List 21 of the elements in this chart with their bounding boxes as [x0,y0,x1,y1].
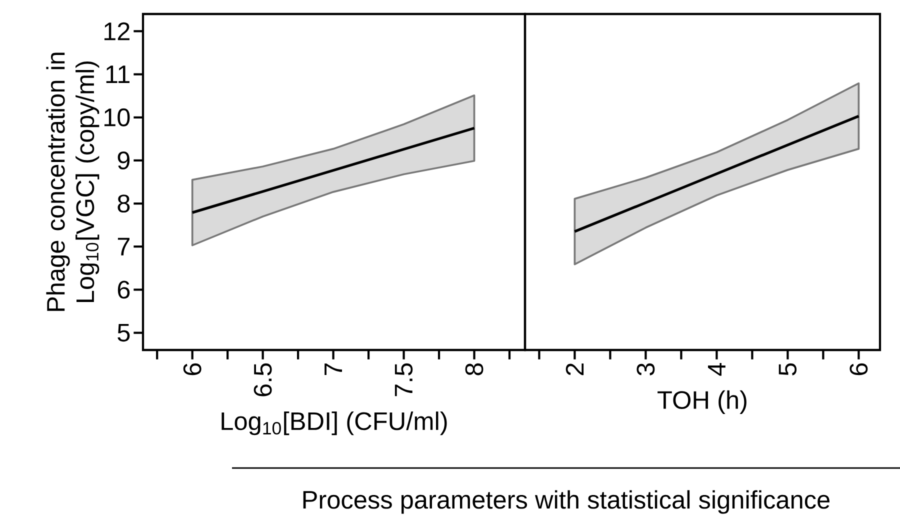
x-tick-label: 6 [850,363,868,376]
y-tick-label: 9 [118,151,130,170]
y-tick-label: 10 [104,108,130,126]
text: Process parameters with statistical significance [303,490,830,514]
y-tick-label: 6 [118,280,130,299]
y-tick-label: 5 [118,324,130,342]
x-tick-label: 7 [324,364,342,376]
x-tick-label: 6.5 [254,363,272,396]
x-tick-label: 4 [708,363,726,376]
y-tick-label: 8 [118,194,130,213]
x-tick-label: 8 [465,363,484,376]
x-axis-title: Log$_{10}$[BDI] (CFU/ml) [222,412,447,436]
x-tick-label: 2 [566,364,584,376]
x-tick-label: 7.5 [394,363,413,396]
x-axis-title: TOH (h) [658,390,746,414]
y-tick-label: 7 [118,238,130,256]
x-tick-label: 3 [636,363,655,376]
x-tick-label: 5 [778,363,797,376]
y-tick-label: 12 [104,22,130,40]
x-tick-label: 6 [183,363,202,376]
y-tick-label: 11 [106,66,130,84]
